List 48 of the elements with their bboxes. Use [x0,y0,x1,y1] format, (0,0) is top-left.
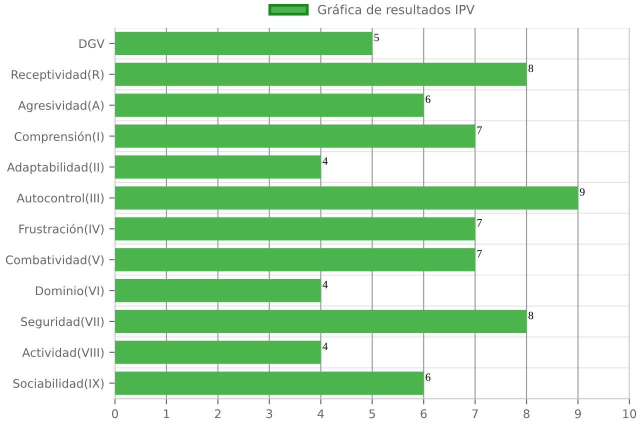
bar [115,94,424,117]
bar [115,186,578,210]
data-label: 4 [322,280,328,288]
x-tick-label: 8 [524,409,530,418]
data-label: 7 [477,219,482,226]
bar [115,62,527,86]
bar [115,340,321,364]
y-tick-label: Seguridad(VII) [21,316,104,328]
bar [115,248,476,272]
x-tick-label: 7 [472,409,478,418]
data-label: 8 [528,312,534,320]
legend-label: Gráfica de resultados IPV [318,4,475,14]
x-tick-label: 2 [215,409,220,418]
bar [115,372,424,395]
y-tick-label: Agresividad(A) [18,100,104,112]
x-tick-label: 10 [623,409,636,418]
data-label: 4 [322,157,328,165]
x-tick-label: 5 [369,409,375,418]
y-tick-label: DGV [79,39,105,48]
y-tick-label: Sociabilidad(IX) [13,378,104,390]
y-tick-label: Frustración(IV) [19,224,104,235]
data-label: 8 [528,64,534,72]
x-tick-label: 9 [574,409,581,418]
y-tick-label: Combatividad(V) [6,255,104,266]
data-label: 7 [477,126,482,134]
bar [115,310,527,334]
x-tick-label: 4 [318,409,324,418]
x-tick-label: 6 [420,409,427,418]
data-label: 5 [374,34,379,42]
data-label: 7 [477,250,482,258]
bar [115,32,372,56]
bar [115,278,321,302]
y-tick-label: Adaptabilidad(II) [7,162,104,174]
y-tick-label: Autocontrol(III) [16,193,104,204]
y-tick-label: Comprensión(I) [14,131,104,144]
bar [115,124,476,148]
data-label: 6 [426,374,430,382]
data-label: 4 [322,342,328,350]
data-label: 9 [580,188,585,196]
bar [115,217,476,240]
x-tick-label: 3 [266,409,272,418]
y-tick-label: Dominio(VI) [36,286,104,297]
x-tick-label: 1 [164,409,170,418]
bar [115,155,321,179]
data-label: 6 [426,96,430,104]
y-tick-label: Receptividad(R) [12,70,104,82]
x-tick-label: 0 [112,409,118,418]
y-tick-label: Actividad(VIII) [22,348,104,358]
